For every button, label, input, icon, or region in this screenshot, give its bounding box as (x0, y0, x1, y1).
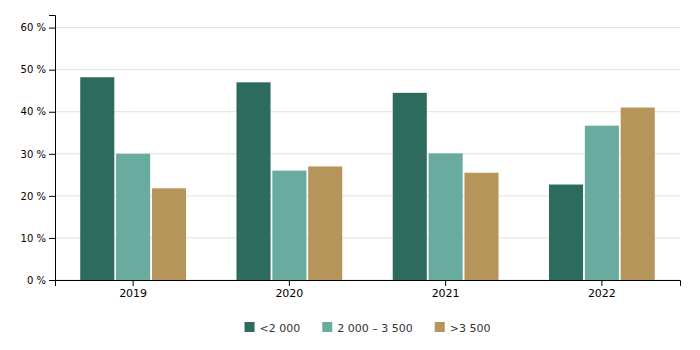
legend-label: >3 500 (450, 322, 491, 335)
x-tick-label: 2019 (119, 287, 147, 300)
bar (152, 188, 186, 280)
y-tick-mark (49, 238, 55, 239)
bar (429, 153, 463, 280)
x-tick: 2019 (119, 280, 147, 300)
x-tick-mark (601, 280, 602, 286)
x-tick-mark (445, 280, 446, 286)
bars (80, 77, 655, 280)
chart-svg: 0 %10 %20 %30 %40 %50 %60 %2019202020212… (0, 0, 700, 350)
bar (236, 82, 270, 280)
bar-series (152, 108, 655, 280)
grid-line (55, 69, 680, 70)
chart-container: 0 %10 %20 %30 %40 %50 %60 %2019202020212… (0, 0, 700, 350)
y-tick-label: 20 % (21, 191, 46, 202)
y-tick: 30 % (21, 149, 55, 160)
y-tick-mark (49, 280, 55, 281)
bar-series (116, 126, 619, 280)
y-tick-mark (49, 112, 55, 113)
bar (308, 166, 342, 280)
bar-series (80, 77, 583, 280)
bar (116, 154, 150, 280)
legend-item: 2 000 – 3 500 (322, 322, 412, 335)
legend-label: 2 000 – 3 500 (337, 322, 412, 335)
y-tick-mark (49, 196, 55, 197)
legend-label: <2 000 (260, 322, 301, 335)
plot-area: 0 %10 %20 %30 %40 %50 %60 %2019202020212… (21, 16, 681, 300)
x-axis-line (56, 281, 681, 287)
x-tick-label: 2022 (588, 287, 616, 300)
y-tick: 10 % (21, 233, 55, 244)
y-tick-mark (49, 70, 55, 71)
y-tick-label: 50 % (21, 64, 46, 75)
bar (549, 185, 583, 280)
legend-item: >3 500 (435, 322, 491, 335)
y-tick-label: 10 % (21, 233, 46, 244)
x-tick-label: 2021 (432, 287, 460, 300)
y-axis-line (49, 16, 56, 281)
bar (621, 108, 655, 280)
y-tick-mark (49, 154, 55, 155)
bar (80, 77, 114, 280)
y-tick-label: 60 % (21, 22, 46, 33)
y-tick: 40 % (21, 106, 55, 117)
y-tick: 50 % (21, 64, 55, 75)
x-axis: 2019 2020 2021 2022 (56, 280, 681, 300)
x-tick: 2020 (275, 280, 303, 300)
grid-line (55, 111, 680, 112)
grid-line (55, 27, 680, 28)
y-tick: 0 % (27, 275, 55, 286)
bar (464, 173, 498, 280)
x-tick-mark (289, 280, 290, 286)
bar (272, 171, 306, 280)
x-tick-mark (133, 280, 134, 286)
y-tick-label: 40 % (21, 106, 46, 117)
legend-swatch (322, 322, 332, 332)
bar (585, 126, 619, 280)
y-tick: 20 % (21, 191, 55, 202)
legend-item: <2 000 (245, 322, 301, 335)
x-tick: 2022 (588, 280, 616, 300)
legend-swatch (245, 322, 255, 332)
x-tick-label: 2020 (275, 287, 303, 300)
y-tick-label: 0 % (27, 275, 46, 286)
legend-swatch (435, 322, 445, 332)
x-tick: 2021 (432, 280, 460, 300)
y-tick: 60 % (21, 22, 55, 33)
y-tick-label: 30 % (21, 149, 46, 160)
y-tick-mark (49, 28, 55, 29)
grid (55, 28, 680, 280)
bar (393, 93, 427, 280)
y-axis: 0 % 10 % 20 % 30 % 40 % 50 % 60 % (21, 16, 56, 286)
legend: <2 000 2 000 – 3 500 >3 500 (245, 322, 491, 335)
